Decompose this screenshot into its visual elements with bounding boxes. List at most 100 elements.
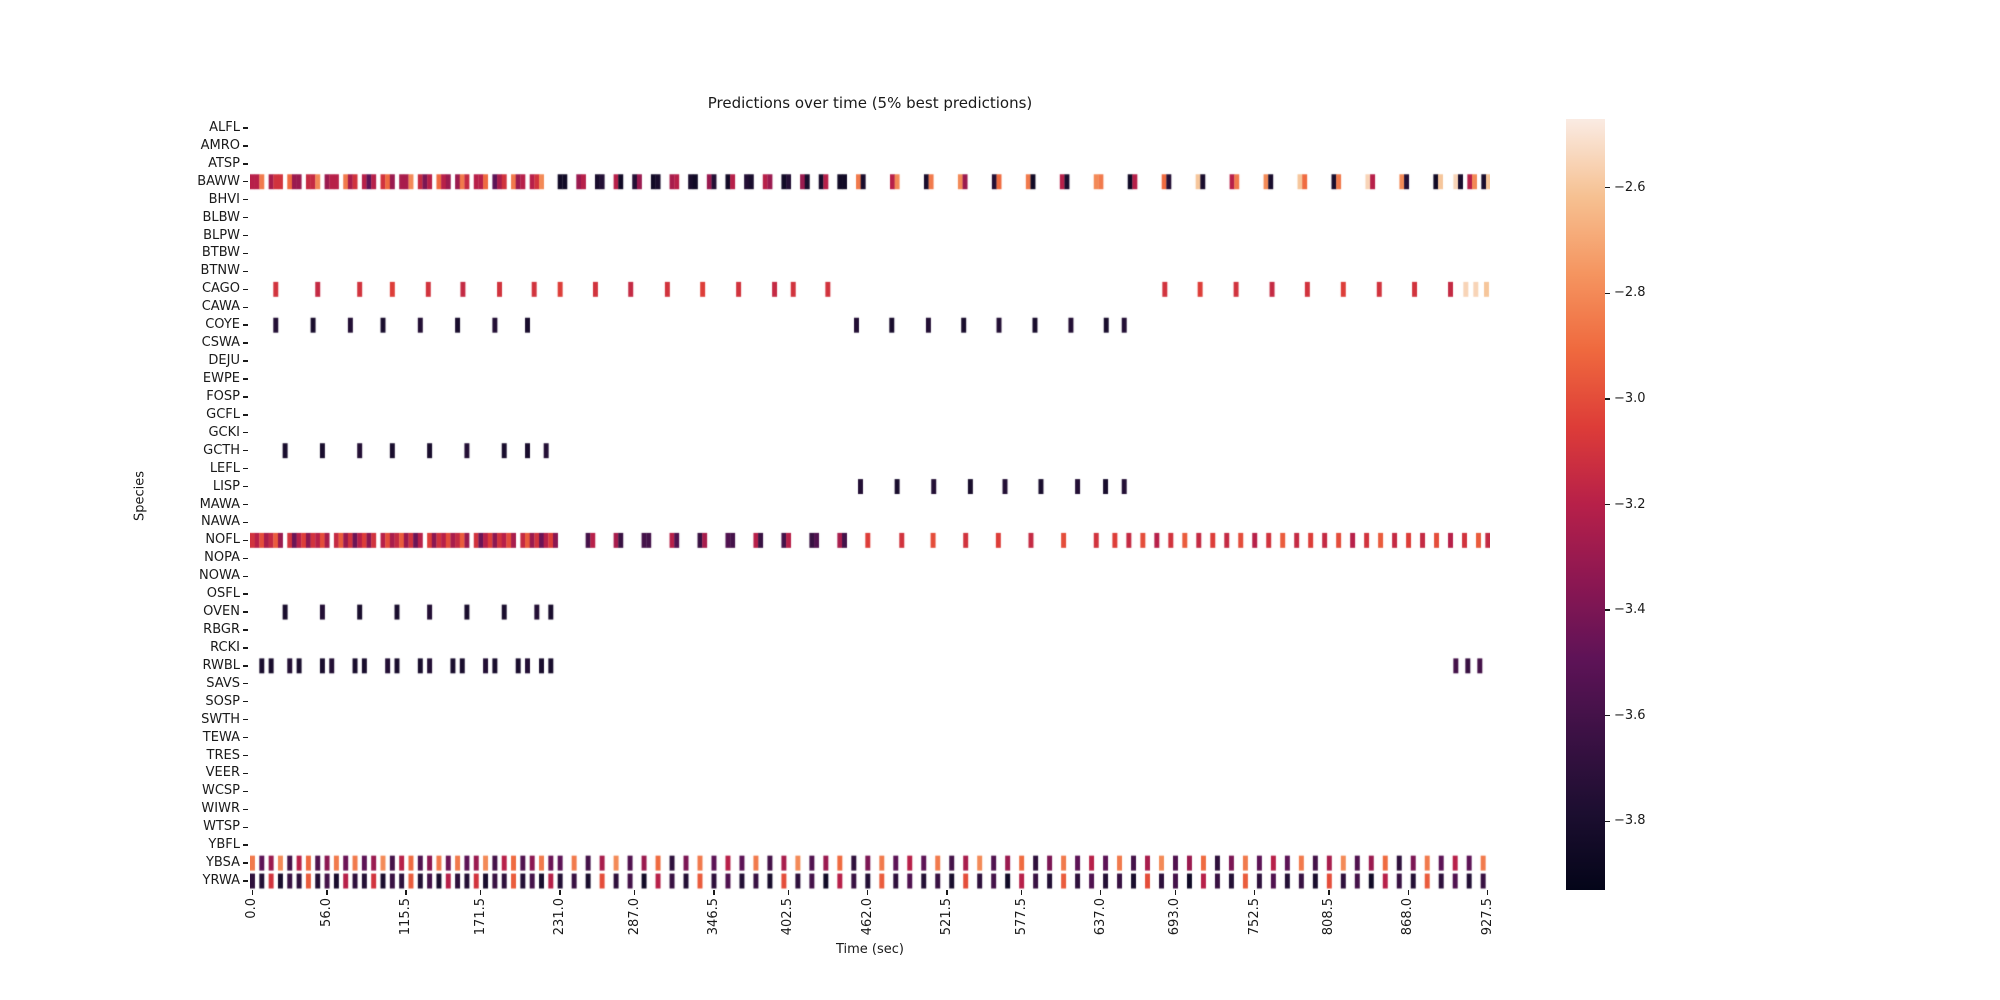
y-tick-mark	[243, 288, 248, 291]
y-tick-label: VEER	[205, 765, 240, 781]
x-axis-label: Time (sec)	[835, 942, 904, 957]
x-tick-label: 462.0	[859, 898, 875, 936]
y-tick-mark	[243, 575, 248, 577]
colorbar-tick-mark	[1605, 186, 1610, 189]
y-tick-mark	[243, 611, 248, 613]
y-tick-mark	[243, 252, 248, 255]
y-tick-mark	[243, 324, 248, 326]
y-tick-label: SWTH	[201, 711, 240, 727]
colorbar-tick-mark	[1605, 820, 1610, 823]
y-tick-label: FOSP	[206, 388, 240, 404]
colorbar-tick-label: −3.2	[1614, 496, 1646, 512]
heatmap-canvas	[250, 119, 1490, 890]
y-tick-mark	[243, 826, 248, 828]
y-tick-label: RBGR	[203, 622, 240, 637]
y-tick-mark	[243, 683, 248, 685]
x-tick-mark	[1253, 890, 1256, 895]
colorbar-tick-label: −3.8	[1614, 813, 1646, 829]
y-tick-mark	[243, 862, 248, 864]
y-tick-label: YBFL	[208, 837, 240, 853]
y-tick-mark	[243, 790, 248, 793]
y-tick-mark	[243, 127, 248, 129]
y-tick-mark	[243, 360, 248, 362]
y-tick-mark	[243, 808, 248, 810]
y-tick-label: BTBW	[201, 245, 240, 261]
x-tick-mark	[713, 890, 715, 895]
y-tick-label: BHVI	[208, 191, 240, 207]
y-tick-label: NAWA	[201, 514, 240, 530]
colorbar-tick-mark	[1605, 609, 1610, 611]
y-tick-mark	[243, 270, 248, 273]
x-tick-label: 927.5	[1479, 898, 1495, 936]
x-tick-mark	[1407, 890, 1410, 895]
y-tick-mark	[243, 629, 248, 631]
y-tick-mark	[243, 718, 248, 721]
y-tick-label: ALFL	[209, 119, 240, 135]
y-tick-mark	[243, 772, 248, 775]
y-tick-mark	[243, 521, 248, 524]
x-tick-label: 521.5	[938, 898, 954, 936]
x-tick-mark	[787, 890, 790, 895]
x-tick-label: 171.5	[472, 898, 488, 936]
x-tick-label: 577.5	[1013, 898, 1029, 936]
y-tick-label: CSWA	[201, 335, 240, 351]
y-tick-mark	[243, 450, 248, 452]
x-tick-label: 637.0	[1092, 898, 1108, 936]
x-tick-mark	[326, 890, 328, 895]
y-tick-label: BLPW	[203, 227, 240, 243]
colorbar-tick-label: −3.6	[1614, 707, 1646, 723]
y-tick-mark	[243, 736, 248, 739]
y-tick-label: WCSP	[201, 783, 240, 799]
x-tick-mark	[1328, 890, 1330, 895]
y-tick-label: COYE	[205, 317, 240, 333]
x-tick-label: 231.0	[552, 898, 567, 936]
y-tick-label: CAGO	[201, 281, 240, 297]
y-tick-mark	[243, 754, 248, 757]
y-tick-label: YBSA	[205, 855, 240, 871]
y-tick-mark	[243, 181, 248, 183]
x-tick-mark	[559, 890, 561, 895]
colorbar-tick-mark	[1605, 292, 1610, 294]
y-tick-mark	[243, 880, 248, 882]
x-tick-label: 287.0	[626, 898, 642, 936]
y-tick-label: GCTH	[203, 442, 240, 458]
y-tick-mark	[243, 665, 248, 667]
colorbar-tick-label: −2.6	[1614, 179, 1646, 195]
x-tick-label: 868.0	[1400, 898, 1416, 936]
colorbar-tick-label: −2.8	[1614, 285, 1646, 301]
y-tick-label: ATSP	[208, 155, 240, 171]
y-tick-label: BTNW	[200, 263, 240, 279]
y-tick-mark	[243, 485, 248, 488]
colorbar-tick-label: −3.0	[1614, 390, 1646, 406]
x-tick-mark	[946, 890, 948, 895]
x-tick-label: 346.5	[705, 898, 721, 936]
x-tick-label: 693.0	[1167, 898, 1183, 936]
y-tick-mark	[243, 647, 248, 649]
x-tick-label: 115.5	[398, 898, 414, 936]
x-tick-mark	[480, 890, 482, 895]
y-tick-label: LEFL	[209, 460, 240, 476]
y-tick-mark	[243, 396, 248, 398]
colorbar-tick-mark	[1605, 715, 1610, 717]
y-tick-mark	[243, 432, 248, 434]
y-tick-label: BLBW	[202, 209, 240, 225]
y-tick-mark	[243, 378, 248, 380]
y-tick-label: MAWA	[199, 496, 240, 512]
y-tick-label: EWPE	[202, 370, 240, 386]
x-tick-label: 56.0	[318, 898, 334, 927]
y-tick-mark	[243, 467, 248, 470]
y-tick-label: NOFL	[205, 532, 240, 548]
y-tick-mark	[243, 844, 248, 846]
y-tick-mark	[243, 539, 248, 542]
y-tick-mark	[243, 593, 248, 595]
y-tick-label: DEJU	[208, 353, 240, 369]
y-tick-mark	[243, 163, 248, 165]
y-tick-label: TRES	[206, 747, 240, 763]
x-tick-mark	[1174, 890, 1177, 895]
y-tick-label: GCFL	[206, 406, 240, 422]
y-tick-label: AMRO	[200, 137, 240, 153]
y-tick-mark	[243, 306, 248, 308]
y-tick-mark	[243, 701, 248, 703]
y-tick-label: NOWA	[199, 568, 240, 584]
y-tick-label: GCKI	[208, 424, 240, 440]
